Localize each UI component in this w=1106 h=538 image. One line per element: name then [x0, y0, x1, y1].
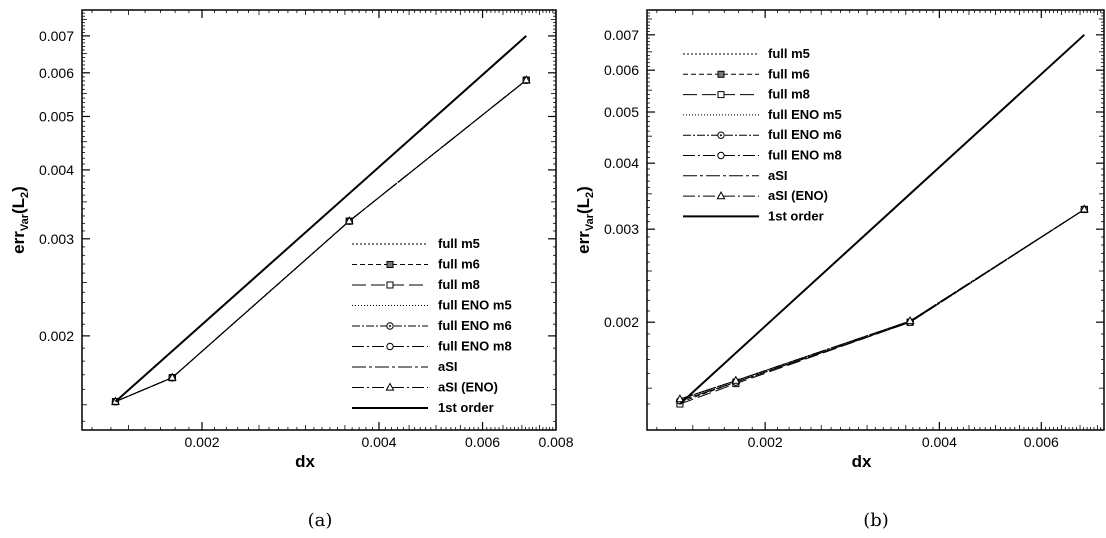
data-point	[675, 394, 685, 403]
legend-label: full m6	[438, 257, 480, 272]
legend-label: aSI (ENO)	[438, 380, 498, 395]
series-line-4	[679, 208, 1085, 402]
y-axis-title: errVar(L2)	[9, 186, 31, 254]
legend-label: full m5	[438, 236, 480, 251]
y-tick-label: 0.005	[604, 104, 639, 120]
legend-label: full ENO m8	[438, 339, 512, 354]
legend-marker	[717, 91, 725, 99]
x-tick-label: 0.002	[748, 434, 783, 450]
x-axis-title: dx	[852, 452, 872, 471]
legend-marker	[717, 70, 725, 78]
legend-label: full m8	[768, 87, 810, 102]
legend-label: full ENO m6	[438, 318, 512, 333]
legend-label: full ENO m5	[768, 107, 842, 122]
legend-label: full m6	[768, 66, 810, 81]
plot-frame	[646, 9, 1105, 431]
legend-marker	[386, 261, 394, 268]
data-point	[1079, 204, 1089, 213]
y-tick-label: 0.004	[39, 162, 74, 178]
series-line-5	[679, 208, 1085, 402]
x-tick-label: 0.004	[361, 434, 396, 450]
y-tick-label: 0.003	[604, 221, 639, 237]
legend-marker	[386, 342, 394, 351]
series-line-2	[679, 208, 1085, 405]
series-line-8	[114, 35, 527, 403]
series-line-0	[679, 208, 1085, 400]
legend-label: aSI (ENO)	[768, 188, 828, 203]
series-line-7	[679, 208, 1085, 400]
y-tick-label: 0.005	[39, 108, 74, 124]
legend-marker-dot	[389, 325, 391, 327]
legend-label: full m5	[768, 46, 810, 61]
y-tick-label: 0.007	[604, 27, 639, 43]
data-point	[167, 372, 177, 381]
series-line-7	[115, 79, 527, 403]
legend-label: full ENO m6	[768, 127, 842, 142]
caption: (a)	[308, 510, 333, 531]
legend-label: 1st order	[438, 400, 494, 415]
legend-label: aSI	[768, 168, 788, 183]
y-axis-title: errVar(L2)	[574, 186, 596, 254]
x-tick-label: 0.006	[1024, 434, 1059, 450]
legend-marker	[386, 281, 394, 289]
y-tick-label: 0.007	[39, 28, 74, 44]
x-axis-title: dx	[295, 452, 315, 471]
data-point	[521, 75, 531, 84]
legend-marker	[385, 382, 395, 391]
series-line-3	[679, 208, 1085, 400]
legend-label: full m8	[438, 277, 480, 292]
legend-label: 1st order	[768, 208, 824, 223]
data-point	[905, 315, 915, 325]
legend-label: full ENO m8	[768, 148, 842, 163]
data-point	[344, 216, 354, 225]
series-line-8	[679, 34, 1085, 405]
y-tick-label: 0.004	[604, 155, 639, 171]
y-tick-label: 0.006	[604, 62, 639, 78]
y-tick-label: 0.006	[39, 65, 74, 81]
x-tick-label: 0.004	[922, 434, 957, 450]
series-line-6	[679, 208, 1085, 400]
legend-label: full ENO m5	[438, 298, 512, 313]
plot-frame	[81, 9, 557, 431]
chart-b: 0.002 0.004 0.006 0.002 0.003 0.004 0.005 0.006…	[574, 9, 1105, 531]
legend-marker	[716, 191, 726, 200]
chart-a: 0.002 0.004 0.006 0.008 0.002 0.003 0.004 0.005…	[9, 9, 574, 531]
legend-marker	[717, 151, 725, 160]
x-tick-label: 0.002	[184, 434, 219, 450]
y-tick-label: 0.002	[604, 314, 639, 330]
x-tick-label: 0.008	[538, 434, 573, 450]
data-point	[731, 375, 741, 384]
y-tick-label: 0.003	[39, 231, 74, 247]
y-tick-label: 0.002	[39, 328, 74, 344]
legend-marker-dot	[720, 134, 722, 137]
x-tick-label: 0.006	[465, 434, 500, 450]
legend-label: aSI	[438, 359, 458, 374]
series-line-1	[679, 208, 1085, 403]
caption: (b)	[863, 510, 889, 531]
